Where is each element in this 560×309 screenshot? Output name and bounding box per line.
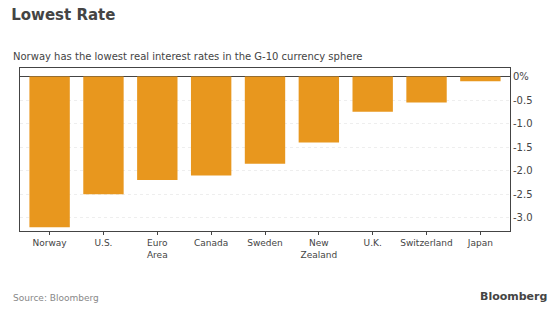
svg-text:-1.5: -1.5 bbox=[513, 142, 533, 153]
svg-text:Bloomberg: Bloomberg bbox=[480, 290, 547, 303]
svg-text:Switzerland: Switzerland bbox=[400, 238, 453, 248]
svg-text:0%: 0% bbox=[513, 71, 529, 82]
svg-text:-0.5: -0.5 bbox=[513, 95, 533, 106]
svg-text:U.K.: U.K. bbox=[364, 238, 382, 248]
svg-text:-2.0: -2.0 bbox=[513, 165, 533, 176]
svg-text:Norway has the lowest real int: Norway has the lowest real interest rate… bbox=[13, 51, 362, 62]
svg-text:-3.0: -3.0 bbox=[513, 212, 533, 223]
svg-text:Japan: Japan bbox=[467, 238, 493, 248]
svg-text:Sweden: Sweden bbox=[247, 238, 283, 248]
svg-text:NewZealand: NewZealand bbox=[301, 238, 338, 260]
svg-text:Norway: Norway bbox=[33, 238, 68, 248]
svg-text:EuroArea: EuroArea bbox=[147, 238, 168, 260]
svg-text:Canada: Canada bbox=[194, 238, 228, 248]
svg-text:Source: Bloomberg: Source: Bloomberg bbox=[13, 293, 99, 303]
svg-text:-2.5: -2.5 bbox=[513, 189, 533, 200]
svg-text:U.S.: U.S. bbox=[94, 238, 112, 248]
svg-text:Lowest Rate: Lowest Rate bbox=[11, 6, 115, 24]
svg-text:-1.0: -1.0 bbox=[513, 118, 533, 129]
